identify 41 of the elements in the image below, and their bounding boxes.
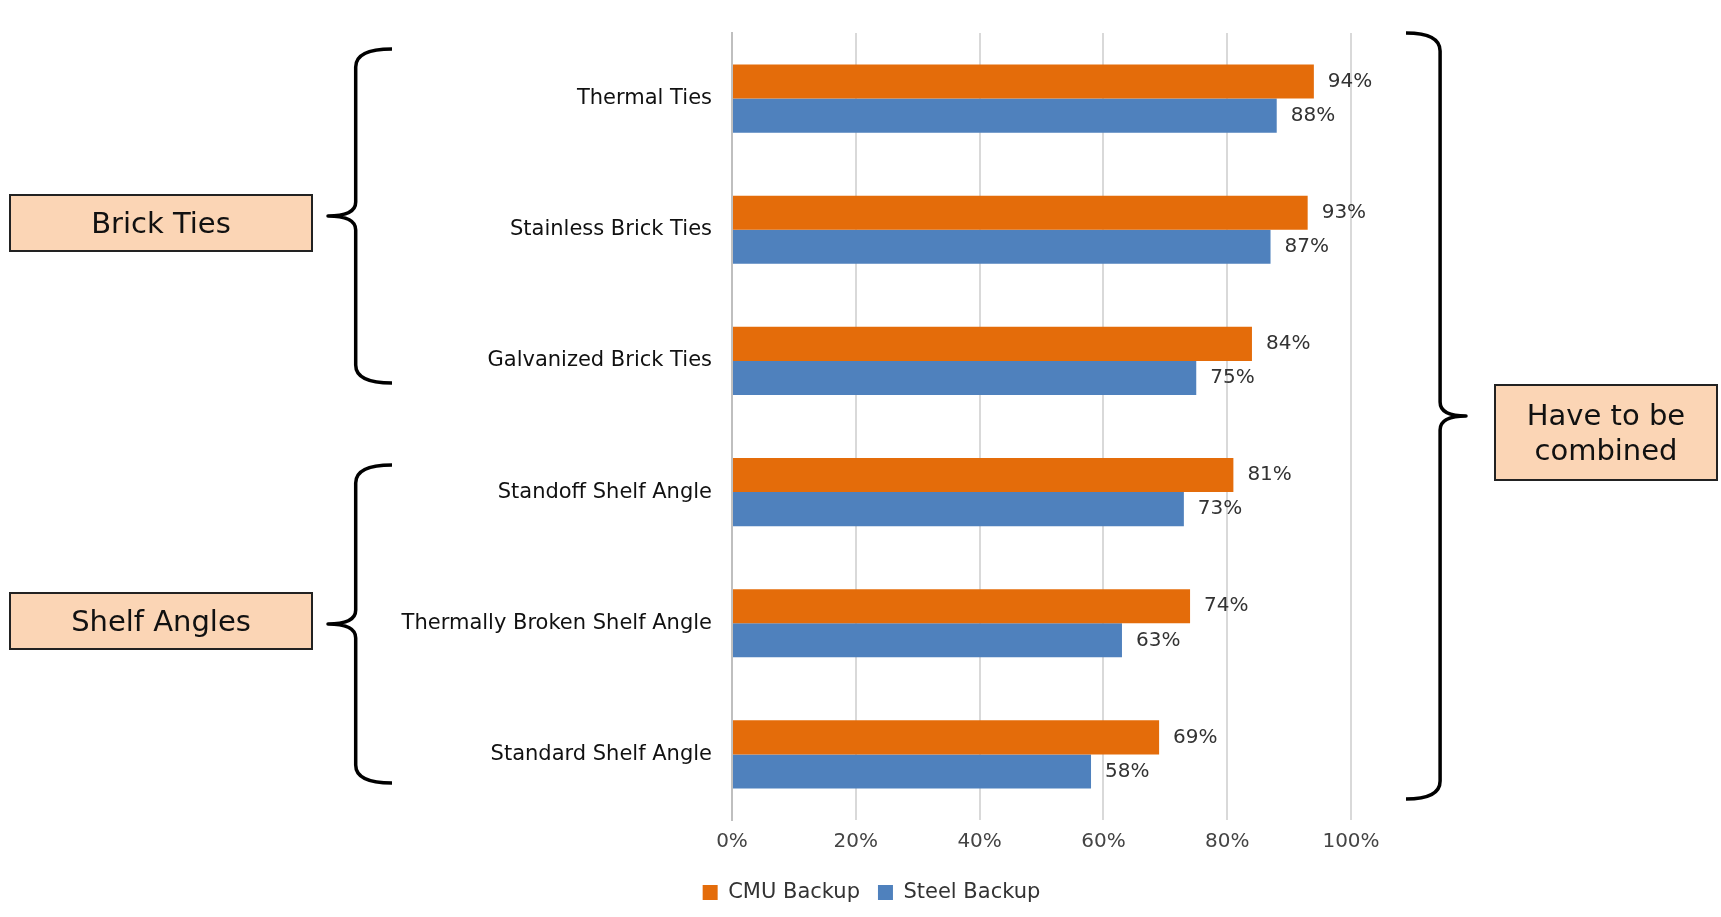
bar bbox=[733, 229, 1271, 264]
y-tick-label: Standoff Shelf Angle bbox=[497, 478, 712, 503]
text: Shelf Angles bbox=[71, 603, 251, 639]
bar bbox=[733, 195, 1308, 230]
legend-label: Steel Backup bbox=[903, 878, 1041, 903]
bar bbox=[733, 457, 1234, 493]
x-tick-label: 60% bbox=[1081, 828, 1126, 853]
y-tick-label: Standard Shelf Angle bbox=[490, 740, 712, 765]
x-tick-label: 40% bbox=[957, 828, 1002, 853]
y-tick-label: Thermal Ties bbox=[575, 85, 712, 110]
bar bbox=[733, 64, 1314, 99]
bar bbox=[733, 589, 1191, 624]
data-label: 93% bbox=[1321, 198, 1367, 223]
data-label: 75% bbox=[1210, 364, 1255, 389]
data-label: 69% bbox=[1173, 723, 1218, 748]
data-label: 88% bbox=[1290, 101, 1336, 126]
data-label: 74% bbox=[1204, 592, 1249, 617]
text: Have to be combined bbox=[1525, 397, 1687, 468]
bar bbox=[733, 720, 1160, 755]
x-tick-label: 20% bbox=[833, 828, 879, 853]
data-label: 84% bbox=[1265, 330, 1311, 355]
x-tick-label: 80% bbox=[1204, 828, 1250, 853]
data-label: 73% bbox=[1197, 495, 1243, 520]
data-label: 87% bbox=[1284, 233, 1329, 257]
data-label: 63% bbox=[1135, 626, 1181, 651]
y-tick-label: Thermally Broken Shelf Angle bbox=[400, 609, 712, 634]
data-label: 58% bbox=[1105, 757, 1150, 782]
data-label: 94% bbox=[1327, 67, 1373, 92]
x-tick-label: 0% bbox=[716, 828, 748, 853]
y-tick-label: Galvanized Brick Ties bbox=[487, 347, 712, 372]
legend-label: CMU Backup bbox=[728, 878, 860, 903]
bar bbox=[733, 492, 1184, 527]
data-label: 81% bbox=[1247, 461, 1292, 486]
y-tick-label: Stainless Brick Ties bbox=[509, 216, 712, 241]
bar bbox=[733, 623, 1122, 658]
bar bbox=[733, 754, 1092, 789]
bar bbox=[733, 360, 1197, 396]
x-tick-label: 100% bbox=[1322, 828, 1380, 853]
bar bbox=[733, 326, 1252, 361]
text: Brick Ties bbox=[91, 205, 231, 241]
bar bbox=[733, 98, 1277, 133]
